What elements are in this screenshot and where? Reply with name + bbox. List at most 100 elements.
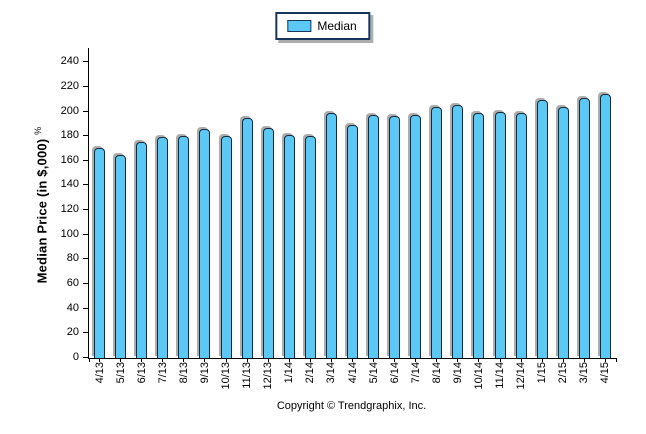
x-axis-tick-label: 6/13 [135,362,148,384]
bar-4-14 [347,125,358,358]
y-axis-tick-label: 20 [66,326,79,339]
y-axis-tick [83,307,89,309]
x-axis-tick [583,358,585,362]
y-axis-tick-label: 140 [60,178,79,191]
bar-6-14 [389,116,401,358]
bar-9-14 [452,105,464,358]
bar-12-14 [515,112,527,358]
bar-5-13 [115,154,127,358]
x-axis-tick-label: 9/13 [198,362,211,384]
bar-8-13 [178,136,190,358]
y-axis-tick-label: 100 [60,227,79,240]
x-axis-tick-label: 3/14 [325,362,338,384]
x-axis-tick [288,358,290,362]
plot-area: 0 20 40 60 80 100 120 140 160 180 200 220 240 4/13 5/1… [61,48,617,390]
bar-7-13 [157,137,169,358]
x-axis-tick [267,358,269,362]
x-axis-tick-label: 5/14 [367,362,380,384]
x-axis-tick-label: 11/14 [494,362,507,389]
x-axis-tick-label: 1/14 [283,362,296,384]
y-axis-tick [83,159,89,161]
y-axis-tick [83,357,89,358]
bar-12-13 [262,127,274,358]
bar-7-14 [410,115,422,358]
y-axis-tick-label: 160 [60,153,79,166]
y-axis-tick-label: 0 [72,351,79,363]
bar-1-14 [283,134,295,358]
x-axis-tick-label: 4/15 [599,362,612,384]
x-axis-tick-label: 7/13 [156,362,169,384]
y-axis-tick [83,135,89,137]
x-axis-tick [309,358,311,362]
bar-3-15 [578,97,590,358]
bar-5-14 [368,115,380,358]
x-axis-tick-label: 9/14 [451,362,464,384]
x-axis-tick-label: 5/13 [114,362,127,384]
y-axis-tick [83,233,89,235]
bar-3-14 [325,112,337,358]
bar-4-13 [94,148,106,358]
x-axis-tick-label: 8/14 [430,362,443,384]
x-axis-tick [352,358,353,362]
bar-10-13 [220,136,232,358]
x-axis-tick-label: 2/15 [557,362,570,384]
bar-8-14 [431,106,443,358]
x-axis-tick [436,358,438,362]
x-axis-tick-label: 10/13 [220,362,233,390]
x-axis-tick [162,358,164,362]
x-axis-tick [457,358,459,362]
x-axis-tick [225,358,227,362]
x-axis-tick-label: 12/14 [515,362,528,390]
y-axis-tick-label: 180 [60,129,79,142]
x-axis-end-tick [615,358,617,362]
x-axis-tick [141,358,143,362]
y-axis-title-percent: % [33,126,43,135]
y-axis-tick [83,110,89,112]
x-axis-tick [373,358,375,362]
y-axis-tick [83,332,89,334]
y-axis-tick [83,85,89,87]
bar-6-13 [136,142,148,358]
x-axis-tick [394,358,396,362]
bar-2-15 [557,106,569,358]
bar-10-14 [473,112,485,358]
x-axis-tick-label: 11/13 [241,362,254,389]
x-axis-tick-label: 8/13 [177,362,190,384]
x-axis-tick-label: 2/14 [304,362,317,384]
x-axis-tick-label: 7/14 [409,362,422,384]
y-axis-tick [83,283,89,285]
y-axis-tick-label: 40 [66,301,79,314]
x-axis-tick-label: 1/15 [536,362,549,384]
x-axis-tick [478,358,480,362]
x-axis-tick [183,358,185,362]
x-axis-tick [204,358,206,362]
x-axis-tick-label: 4/13 [93,362,106,384]
copyright-text: Copyright © Trendgraphix, Inc. [276,400,427,412]
x-axis-tick-label: 12/13 [262,362,275,390]
x-axis-tick [604,358,606,362]
x-axis-tick-label: 6/14 [388,362,401,384]
x-axis-tick [330,358,332,362]
y-axis-tick-label: 220 [60,79,79,92]
x-axis-tick-label: 4/14 [346,362,359,384]
x-axis-tick [415,358,417,362]
y-axis-tick-label: 200 [60,104,79,117]
bar-9-13 [199,128,211,358]
bar-11-14 [494,111,506,358]
bar-1-15 [536,100,548,358]
x-axis-tick [99,358,101,362]
y-axis-tick [83,258,89,260]
x-axis-tick [120,358,122,362]
y-axis-tick-label: 80 [66,252,79,265]
x-axis-tick [541,358,543,362]
x-axis-tick [499,358,501,362]
bar-2-14 [304,136,316,358]
bar-11-13 [241,117,253,358]
bar-4-15 [599,94,611,358]
y-axis-tick [83,61,89,63]
legend-swatch-icon [287,20,312,32]
x-axis-tick [562,358,564,362]
y-axis-tick [83,209,89,211]
x-axis-tick [520,358,522,362]
